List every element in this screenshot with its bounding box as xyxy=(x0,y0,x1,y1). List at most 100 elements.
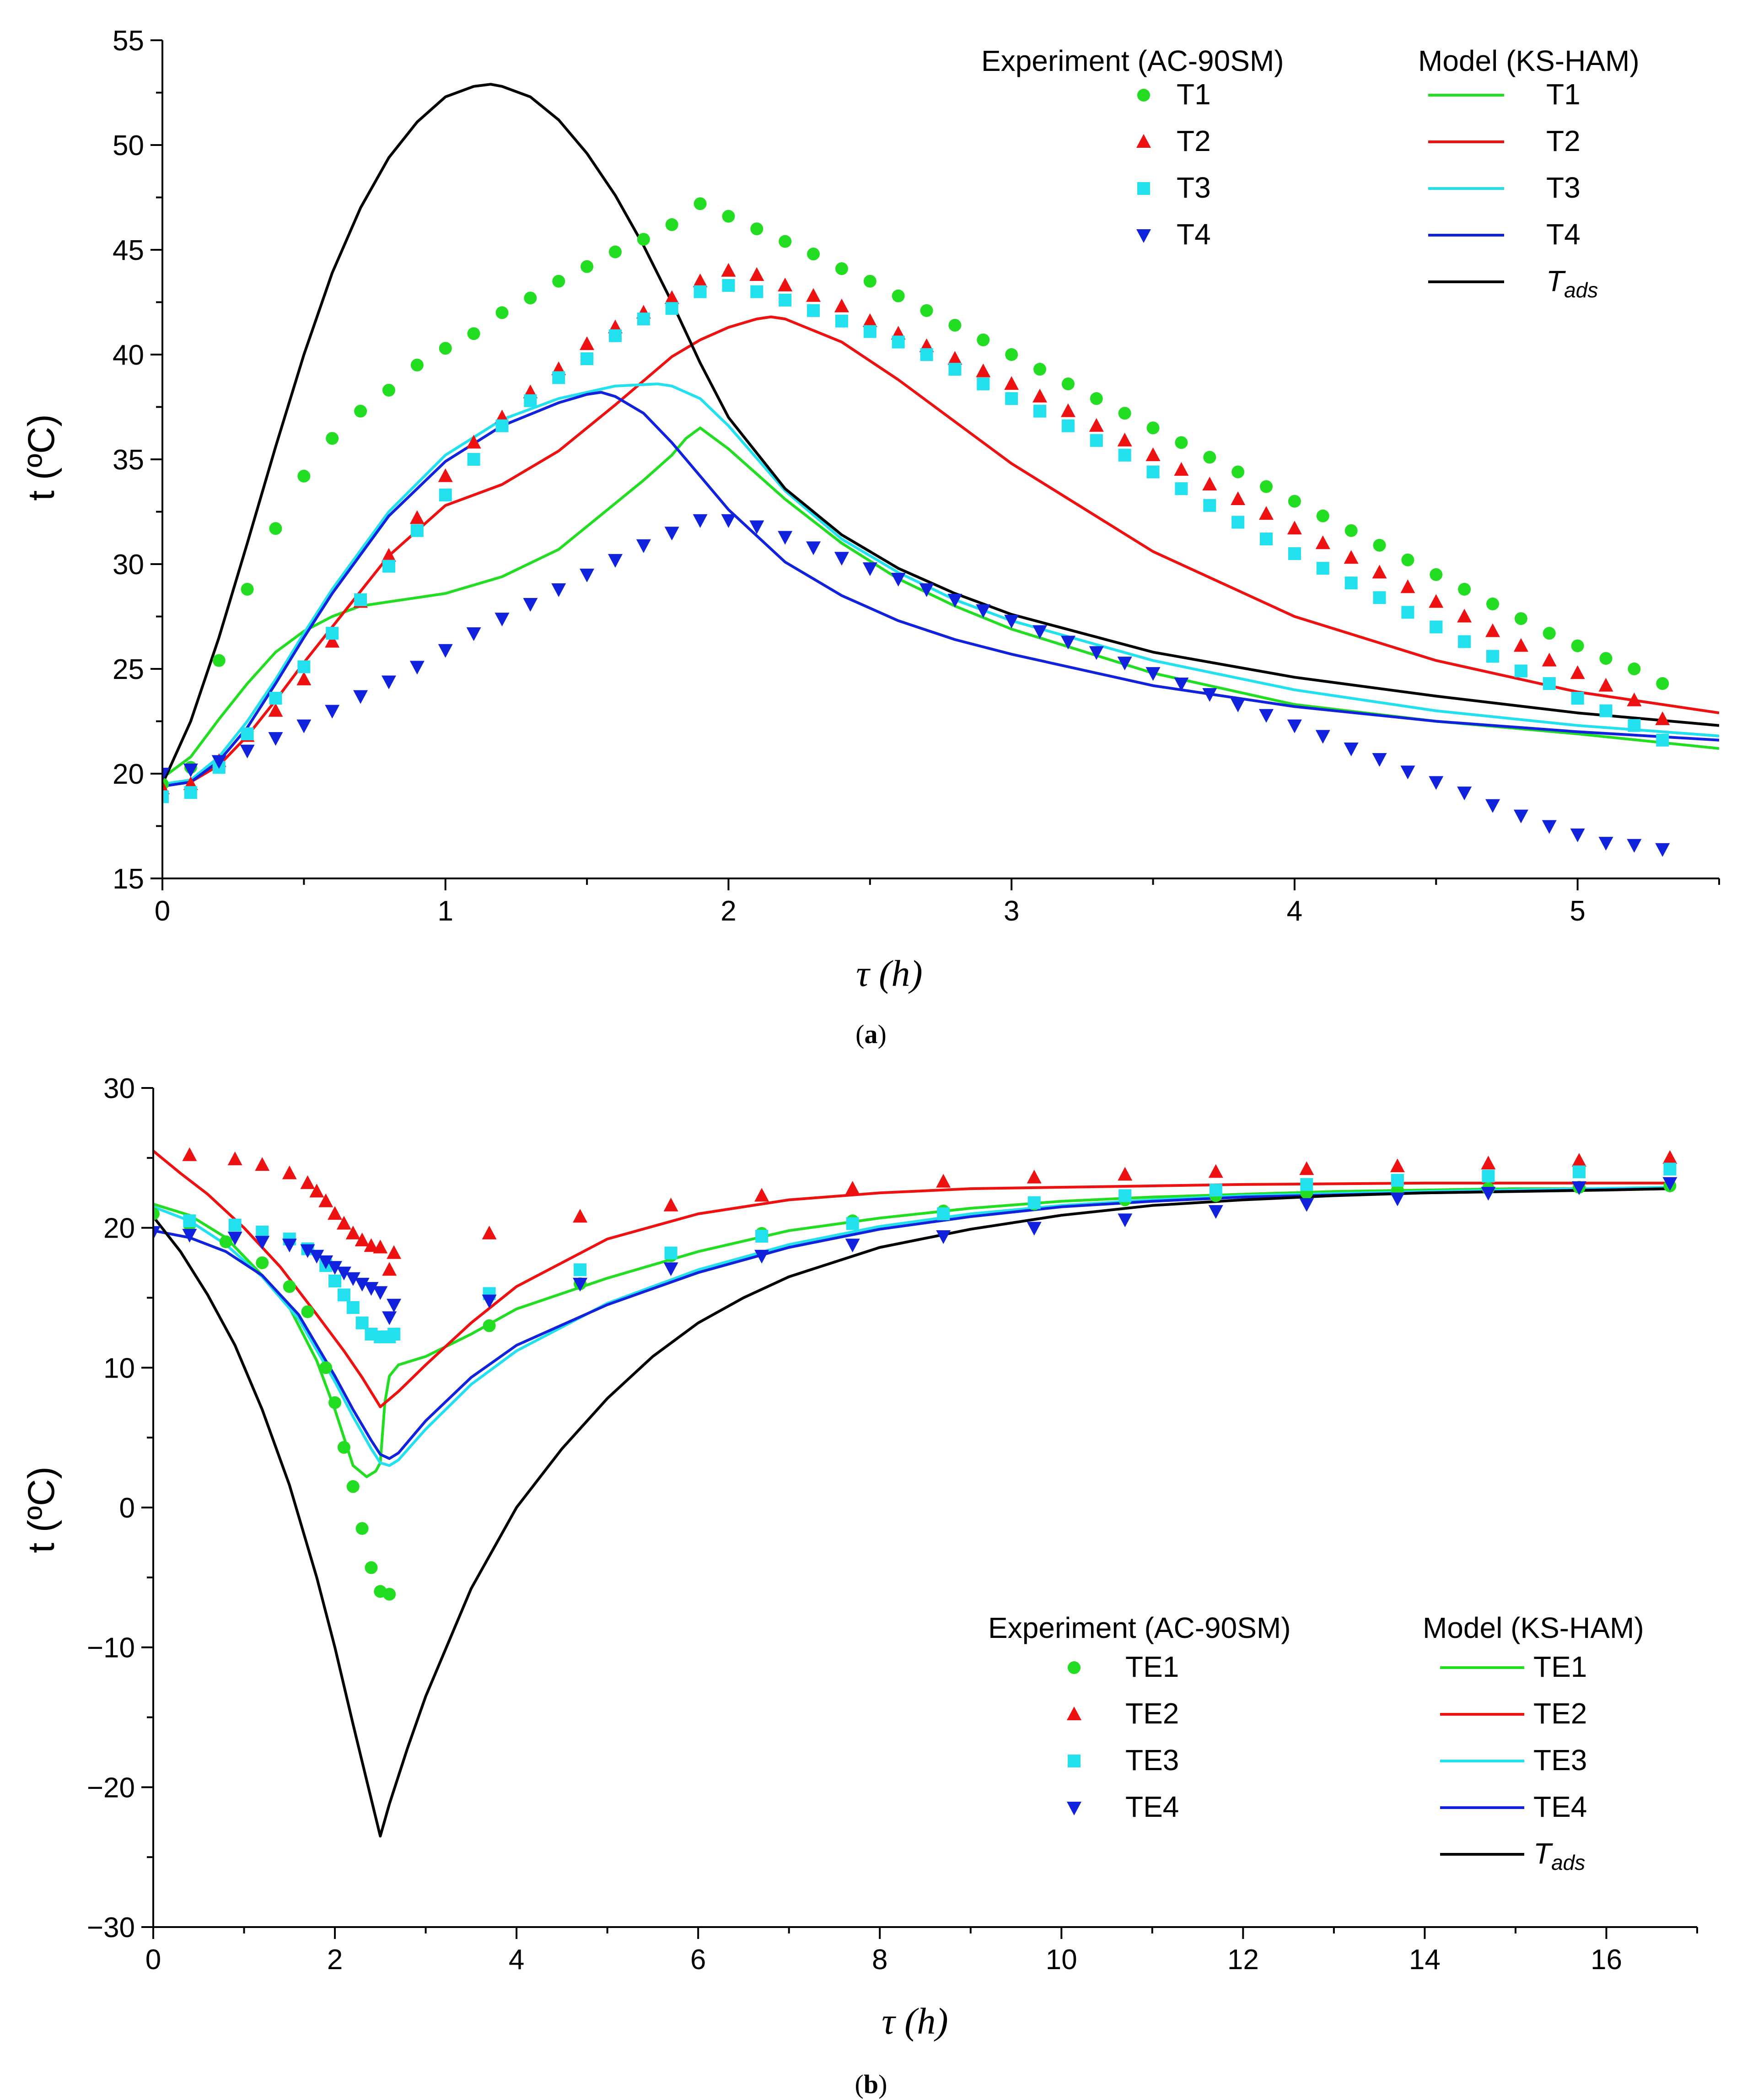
panel-a-point-t4 xyxy=(1060,635,1075,650)
panel-a-point-t3 xyxy=(1599,704,1613,717)
panel-b-point-te2 xyxy=(382,1262,397,1276)
panel-a-x-tick-label: 5 xyxy=(1570,895,1585,927)
panel-b-point-te2 xyxy=(182,1147,197,1161)
panel-a-x-tick-label: 1 xyxy=(437,895,453,927)
panel-b-point-te2 xyxy=(1027,1169,1042,1184)
panel-a-point-t1 xyxy=(1373,538,1386,552)
panel-b-y-tick-label: 0 xyxy=(119,1492,135,1524)
panel-b-legend-experiment-header: Experiment (AC-90SM) xyxy=(988,1611,1291,1644)
panel-a-model-line-tads xyxy=(162,83,1719,785)
panel-b-x-tick-label: 10 xyxy=(1046,1944,1077,1976)
panel-a-point-t2 xyxy=(1202,476,1217,490)
panel-b-point-te3 xyxy=(664,1246,677,1260)
panel-a-point-t3 xyxy=(1458,635,1471,648)
panel-b-point-te2 xyxy=(845,1181,860,1195)
panel-a-point-t1 xyxy=(779,235,792,248)
panel-a-point-t2 xyxy=(1174,462,1189,476)
panel-a-point-t1 xyxy=(807,248,820,261)
panel-a-point-t1 xyxy=(297,469,311,483)
panel-b-point-te3 xyxy=(328,1274,342,1287)
panel-a-point-t1 xyxy=(1203,451,1216,464)
panel-b-point-te4 xyxy=(255,1236,270,1250)
panel-a-point-t4 xyxy=(162,768,170,781)
panel-b-x-tick-label: 2 xyxy=(327,1944,343,1976)
panel-a-point-t1 xyxy=(1628,662,1641,675)
panel-a-model-line-t2 xyxy=(162,315,1719,788)
panel-a-point-t4 xyxy=(1457,786,1472,801)
panel-a-point-t4 xyxy=(381,675,396,689)
panel-a-point-t2 xyxy=(749,267,764,281)
panel-b-y-tick-label: −30 xyxy=(87,1912,135,1944)
panel-b-point-te4 xyxy=(345,1272,360,1286)
panel-b-x-axis-title: τ (h) xyxy=(882,2000,948,2042)
panel-a-point-t3 xyxy=(467,453,480,466)
panel-a-point-t3 xyxy=(1344,576,1358,590)
panel-a-point-t4 xyxy=(891,573,906,587)
panel-b-point-te2 xyxy=(1571,1152,1586,1167)
panel-a-point-t4 xyxy=(1655,843,1670,857)
panel-a-point-t2 xyxy=(466,435,481,449)
panel-b-point-te4 xyxy=(845,1238,860,1253)
panel-a-point-t2 xyxy=(1542,652,1557,667)
panel-b-legend-label-model-tads: Tads xyxy=(1533,1837,1585,1874)
panel-b-point-te4 xyxy=(663,1262,678,1276)
panel-a-point-t3 xyxy=(524,394,537,407)
panel-a-point-t3 xyxy=(608,329,622,342)
panel-b-point-te1 xyxy=(219,1235,232,1249)
panel-a-point-t1 xyxy=(835,262,848,275)
panel-a-point-t2 xyxy=(1513,638,1528,652)
panel-a-point-t4 xyxy=(636,539,651,553)
panel-b-legend-label-exp-te3: TE3 xyxy=(1125,1744,1179,1777)
panel-a-point-t2 xyxy=(1004,376,1019,390)
panel-b-point-te3 xyxy=(1209,1184,1222,1197)
panel-a-point-t4 xyxy=(1287,719,1302,733)
panel-a-point-t4 xyxy=(240,744,255,759)
panel-b-y-tick-label: 20 xyxy=(103,1213,135,1244)
panel-b-point-te3 xyxy=(937,1207,950,1221)
panel-a-legend-label-model-t2: T2 xyxy=(1546,124,1581,157)
panel-a-point-t4 xyxy=(1174,678,1189,692)
panel-b-legend-label-model-te1: TE1 xyxy=(1533,1650,1587,1683)
panel-a-point-t3 xyxy=(1033,404,1047,418)
panel-a-point-t4 xyxy=(806,541,821,555)
panel-a-x-tick-label: 2 xyxy=(720,895,736,927)
panel-b-point-te4 xyxy=(328,1261,343,1275)
panel-a-point-t2 xyxy=(1457,608,1472,623)
panel-a-point-t4 xyxy=(721,514,736,528)
panel-b-y-tick-label: 30 xyxy=(103,1073,135,1104)
panel-b-point-te4 xyxy=(282,1238,297,1253)
panel-b-point-te2 xyxy=(300,1175,315,1189)
panel-a-legend-label-model-t1: T1 xyxy=(1546,78,1581,111)
panel-b-x-tick-label: 0 xyxy=(145,1944,161,1976)
panel-a-point-t4 xyxy=(580,568,595,582)
panel-a-point-t3 xyxy=(354,593,367,606)
panel-a-point-t4 xyxy=(1202,688,1217,702)
panel-a-point-t1 xyxy=(1543,627,1556,640)
panel-b-legend: Experiment (AC-90SM) Model (KS-HAM) TE1T… xyxy=(988,1611,1644,1874)
panel-b-point-te4 xyxy=(355,1277,370,1292)
panel-b-point-te2 xyxy=(1662,1150,1677,1164)
panel-a-point-t3 xyxy=(665,302,678,315)
panel-a-point-t2 xyxy=(806,288,821,302)
panel-a-point-t1 xyxy=(495,306,509,319)
panel-b-series-group xyxy=(153,1147,1677,1838)
panel-a-point-t2 xyxy=(834,298,849,312)
panel-a-point-t2 xyxy=(862,313,877,327)
panel-a-point-t4 xyxy=(664,527,679,541)
panel-a-point-t2 xyxy=(1570,665,1585,679)
panel-b-point-te3 xyxy=(1118,1189,1132,1202)
panel-a-point-t3 xyxy=(1203,499,1216,512)
panel-b-point-te3 xyxy=(755,1230,769,1243)
panel-a-point-t2 xyxy=(664,290,679,304)
panel-a-point-t3 xyxy=(410,524,424,537)
panel-a-legend-marker-t4 xyxy=(1136,229,1151,243)
panel-a-point-t1 xyxy=(269,522,282,535)
panel-a-point-t3 xyxy=(1061,419,1075,432)
panel-a-point-t4 xyxy=(551,583,566,597)
panel-a-legend-model-entries: T1 T2 T3 T4 Tads xyxy=(1428,78,1598,302)
panel-b-point-te3 xyxy=(1482,1169,1495,1183)
panel-b-point-te3 xyxy=(1300,1178,1313,1191)
panel-b-point-te3 xyxy=(337,1288,350,1302)
panel-a-point-t1 xyxy=(694,197,707,210)
